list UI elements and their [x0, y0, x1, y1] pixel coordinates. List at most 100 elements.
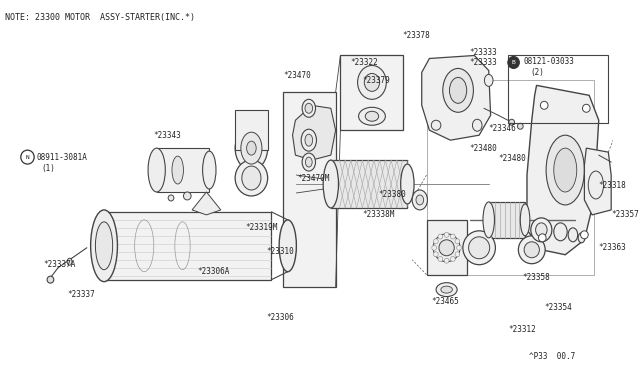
- Ellipse shape: [536, 223, 547, 237]
- Ellipse shape: [554, 223, 567, 241]
- Text: *23337: *23337: [68, 290, 95, 299]
- Ellipse shape: [432, 245, 436, 250]
- Polygon shape: [422, 55, 491, 140]
- Ellipse shape: [451, 257, 455, 262]
- Text: *23343: *23343: [154, 131, 182, 140]
- Ellipse shape: [433, 252, 438, 257]
- Text: *23465: *23465: [431, 297, 459, 306]
- Text: *23470M: *23470M: [298, 173, 330, 183]
- Bar: [235, 110, 268, 150]
- Ellipse shape: [449, 77, 467, 103]
- Ellipse shape: [364, 73, 380, 92]
- Bar: [340, 55, 403, 130]
- Ellipse shape: [582, 104, 590, 112]
- Ellipse shape: [365, 111, 379, 121]
- Polygon shape: [292, 105, 335, 160]
- Text: NOTE: 23300 MOTOR  ASSY-STARTER(INC.*): NOTE: 23300 MOTOR ASSY-STARTER(INC.*): [4, 13, 195, 22]
- Text: 08121-03033: 08121-03033: [523, 57, 574, 66]
- Bar: [489, 202, 525, 238]
- Text: *23306A: *23306A: [197, 267, 229, 276]
- Ellipse shape: [455, 239, 460, 244]
- Text: *23380: *23380: [379, 190, 406, 199]
- Ellipse shape: [438, 234, 443, 239]
- Text: *23346: *23346: [489, 124, 516, 133]
- Ellipse shape: [246, 141, 256, 155]
- Ellipse shape: [358, 65, 387, 99]
- Text: *23354: *23354: [544, 303, 572, 312]
- Ellipse shape: [241, 132, 262, 164]
- Text: B: B: [512, 60, 515, 65]
- Text: 08911-3081A: 08911-3081A: [36, 153, 87, 161]
- Ellipse shape: [302, 153, 316, 171]
- Text: *23322: *23322: [350, 58, 378, 67]
- Ellipse shape: [67, 258, 72, 265]
- Ellipse shape: [401, 164, 414, 204]
- Text: (2): (2): [531, 68, 545, 77]
- Ellipse shape: [242, 166, 261, 190]
- Ellipse shape: [509, 119, 515, 125]
- Ellipse shape: [483, 202, 495, 238]
- Ellipse shape: [148, 148, 165, 192]
- Ellipse shape: [578, 233, 585, 243]
- Ellipse shape: [95, 222, 113, 270]
- Ellipse shape: [520, 204, 530, 236]
- Text: *23310: *23310: [267, 247, 294, 256]
- Ellipse shape: [441, 286, 452, 293]
- Bar: [283, 92, 335, 286]
- Bar: [508, 55, 609, 123]
- Text: *23337A: *23337A: [44, 260, 76, 269]
- Ellipse shape: [301, 129, 316, 151]
- Ellipse shape: [433, 234, 460, 262]
- Ellipse shape: [305, 157, 312, 167]
- Ellipse shape: [439, 240, 454, 256]
- Text: *23333: *23333: [470, 48, 497, 57]
- Ellipse shape: [438, 257, 443, 262]
- Ellipse shape: [305, 134, 313, 146]
- Ellipse shape: [538, 234, 546, 242]
- Text: *23338M: *23338M: [362, 211, 395, 219]
- Ellipse shape: [554, 148, 577, 192]
- Ellipse shape: [431, 120, 441, 130]
- Ellipse shape: [302, 99, 316, 117]
- Bar: [426, 80, 594, 275]
- Text: N: N: [26, 155, 29, 160]
- Text: *23312: *23312: [508, 325, 536, 334]
- Ellipse shape: [468, 237, 490, 259]
- Ellipse shape: [517, 123, 523, 129]
- Ellipse shape: [91, 210, 117, 282]
- Ellipse shape: [484, 74, 493, 86]
- Ellipse shape: [168, 195, 174, 201]
- Ellipse shape: [588, 171, 604, 199]
- Ellipse shape: [47, 276, 54, 283]
- Ellipse shape: [518, 236, 545, 264]
- Bar: [331, 160, 408, 208]
- Ellipse shape: [279, 220, 296, 272]
- Ellipse shape: [436, 283, 457, 296]
- Ellipse shape: [235, 160, 268, 196]
- Ellipse shape: [531, 218, 552, 242]
- Text: *23357: *23357: [611, 211, 639, 219]
- Ellipse shape: [472, 119, 482, 131]
- Ellipse shape: [580, 231, 588, 239]
- Polygon shape: [192, 192, 221, 215]
- Text: ^P33  00.7: ^P33 00.7: [529, 352, 575, 361]
- Bar: [157, 148, 209, 192]
- Text: *23480: *23480: [499, 154, 526, 163]
- Polygon shape: [527, 86, 599, 255]
- Text: *23333: *23333: [470, 58, 497, 67]
- Ellipse shape: [524, 242, 540, 258]
- Ellipse shape: [540, 101, 548, 109]
- Text: *23306: *23306: [267, 313, 294, 322]
- Ellipse shape: [443, 68, 474, 112]
- Ellipse shape: [433, 239, 438, 244]
- Ellipse shape: [444, 232, 449, 237]
- Ellipse shape: [455, 252, 460, 257]
- Ellipse shape: [412, 190, 428, 210]
- Ellipse shape: [463, 231, 495, 265]
- Text: *23480: *23480: [470, 144, 497, 153]
- Ellipse shape: [184, 192, 191, 200]
- Text: *23378: *23378: [403, 31, 430, 40]
- Text: *23318: *23318: [599, 180, 627, 189]
- Bar: [426, 220, 467, 275]
- Ellipse shape: [546, 135, 584, 205]
